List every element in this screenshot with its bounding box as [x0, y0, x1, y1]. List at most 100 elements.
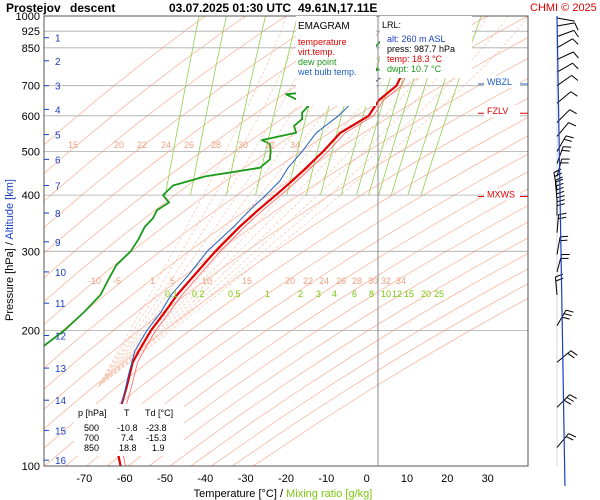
wind-barb-flag	[565, 135, 574, 139]
wind-barb-staff	[554, 276, 558, 295]
wind-barb-flag	[554, 172, 563, 177]
x-axis-title-temperature: Temperature [°C]	[194, 488, 277, 500]
dry-adiabat-line	[190, 253, 528, 466]
wind-barb-staff	[556, 350, 572, 363]
dry-label: -10	[88, 276, 101, 286]
altitude-tick-label: 13	[55, 364, 67, 375]
dry-adiabat-line	[127, 205, 528, 466]
wind-barb-staff	[556, 38, 573, 49]
mixing-ratio-label: 8	[369, 289, 374, 299]
summary-table: p [hPa] T Td [°C] 500 -10.8 -23.8 700 7.…	[74, 404, 184, 456]
pressure-tick-label: 1000	[16, 11, 40, 23]
pressure-tick-label: 850	[22, 43, 40, 55]
wind-barb-flag	[563, 138, 572, 142]
table-background	[74, 404, 184, 456]
dry-label: 34	[396, 276, 406, 286]
altitude-tick-label: 15	[55, 426, 67, 437]
altitude-tick-label: 4	[55, 105, 61, 116]
lrl-background	[380, 16, 472, 78]
wind-barb-flag	[556, 195, 565, 199]
dry-label: 5	[170, 276, 175, 286]
table-cell: 1.9	[152, 443, 165, 453]
pressure-tick-label: 300	[22, 246, 40, 258]
pressure-axis-ticks: 1000 925 850 700 600 500 400 300 200 100	[16, 11, 40, 473]
x-tick-label: -70	[76, 473, 92, 485]
wind-barb-staff	[556, 236, 561, 255]
wind-barb-surface	[556, 16, 566, 486]
x-tick-label: -10	[318, 473, 334, 485]
wind-barb-flag	[572, 62, 579, 70]
header-coords: 49.61N,17.11E	[298, 1, 377, 15]
mixing-ratio-label: 25	[434, 289, 444, 299]
altitude-tick-label: 1	[55, 34, 61, 45]
wind-barb-flag	[563, 399, 572, 405]
table-cell: 7.4	[121, 433, 134, 443]
pressure-tick-label: 600	[22, 111, 40, 123]
dry-adiabat-line	[211, 268, 528, 466]
table-cell: -10.8	[117, 423, 138, 433]
pressure-tick-label: 925	[22, 26, 40, 38]
dry-label: 22	[303, 276, 313, 286]
wind-barb-flag	[571, 75, 579, 81]
dry-label: 30	[368, 276, 378, 286]
dry-label: 28	[352, 276, 362, 286]
legend: EMAGRAM temperature virt.temp. dew point…	[296, 16, 376, 106]
mixing-ratio-label: 4	[332, 289, 337, 299]
moist-adiabat-line	[97, 16, 368, 388]
wind-barb-staff	[556, 62, 573, 73]
x-tick-label: -50	[157, 473, 173, 485]
y-axis-title-altitude: Altitude [km]	[4, 179, 16, 240]
wind-barb-flag	[565, 309, 574, 313]
table-cell: 500	[84, 423, 99, 433]
moist-adiabat-line	[97, 16, 509, 388]
dry-label: 28	[211, 140, 221, 150]
moist-adiabat-line	[97, 16, 408, 388]
dry-label: 20	[114, 140, 124, 150]
wind-barb-staff	[556, 74, 572, 87]
dry-adiabat-line	[44, 97, 528, 430]
wind-barb-flag	[568, 122, 577, 127]
level-label-bg	[484, 188, 520, 201]
wind-barb-flag	[572, 51, 579, 59]
lrl-dewpoint: dwpt: 10.7 °C	[387, 64, 442, 74]
wind-barb-flag	[565, 436, 574, 441]
wind-barb-flag	[567, 352, 575, 359]
dry-adiabat-line	[44, 116, 528, 449]
altitude-tick-label: 14	[55, 396, 67, 407]
altitude-tick-label: 9	[55, 238, 61, 249]
wind-barb-staff	[556, 22, 575, 27]
pressure-tick-label: 400	[22, 190, 40, 202]
dry-label: 32	[265, 140, 275, 150]
wind-barb-flag	[560, 235, 569, 238]
altitude-tick-label: 3	[55, 82, 61, 93]
wind-barb-flag	[574, 22, 579, 31]
mixing-ratio-label: 2	[298, 289, 303, 299]
moist-adiabat-line	[97, 16, 287, 387]
dry-label: 26	[184, 140, 194, 150]
pressure-tick-label: 500	[22, 147, 40, 159]
level-label-bg	[484, 76, 520, 88]
table-header-p: p [hPa]	[78, 408, 107, 418]
x-axis-title-mixing: Mixing ratio [g/kg]	[286, 488, 372, 500]
altitude-tick-label: 11	[55, 299, 66, 310]
dry-label: 32	[381, 276, 391, 286]
y-axis-title-pressure: Pressure [hPa]	[4, 248, 16, 321]
level-label: FZLV	[487, 106, 508, 116]
x-tick-label: -40	[197, 473, 213, 485]
mixing-ratio-label: 15	[404, 289, 414, 299]
lrl-temperature: temp: 18.3 °C	[387, 54, 443, 64]
dry-adiabat-line	[232, 283, 528, 466]
dry-adiabat-line	[65, 153, 528, 466]
wind-barb-flag	[556, 203, 565, 207]
level-label: WBZL	[487, 77, 512, 87]
table-header-t: T	[124, 408, 130, 418]
dry-adiabat-line	[86, 171, 528, 466]
wind-barb-flag	[561, 149, 570, 152]
x-axis-ticks: -70 -60 -50 -40 -30 -20 -10 0 10 20 30	[76, 473, 493, 485]
legend-title: EMAGRAM	[298, 21, 350, 32]
mixing-ratio-label: 6	[352, 289, 357, 299]
mixing-ratio-label: 20	[421, 289, 431, 299]
wind-barb-flag	[555, 178, 564, 183]
dry-adiabat-line	[106, 188, 528, 466]
table-header-td: Td [°C]	[145, 408, 173, 418]
